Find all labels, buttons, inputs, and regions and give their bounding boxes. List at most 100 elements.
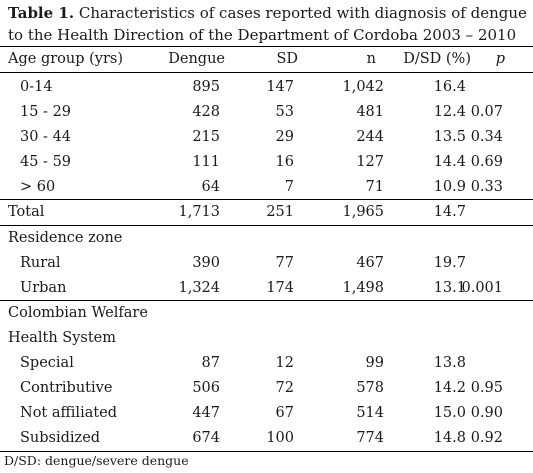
row-label: Colombian Welfare <box>8 305 148 321</box>
section-heading-residence: Residence zone <box>0 226 533 251</box>
cell-pct: 12.4 <box>433 104 466 120</box>
table-row: Rural 390 77 467 19.7 <box>0 251 533 276</box>
header-sd: SD <box>276 51 298 67</box>
cell-n: 467 <box>356 255 384 271</box>
header-dengue: Dengue <box>168 51 225 67</box>
row-label: Special <box>20 355 74 371</box>
cell-pct: 13.8 <box>433 355 466 371</box>
row-label: Residence zone <box>8 230 123 246</box>
table-caption-label: Table 1. <box>8 4 75 22</box>
section-rule <box>0 225 533 226</box>
table-row: Contributive 506 72 578 14.2 0.95 <box>0 376 533 401</box>
cell-pct: 15.0 <box>433 405 466 421</box>
table-row-total: Total 1,713 251 1,965 14.7 <box>0 200 533 225</box>
table-row: Not affiliated 447 67 514 15.0 0.90 <box>0 401 533 426</box>
row-label: Subsidized <box>20 430 101 446</box>
cell-pct: 14.8 <box>433 430 466 446</box>
cell-dengue: 64 <box>201 179 220 195</box>
cell-sd: 29 <box>275 129 294 145</box>
table-row: 30 - 44 215 29 244 13.5 0.34 <box>0 125 533 150</box>
header-n: n <box>366 51 376 67</box>
cell-dengue: 674 <box>192 430 220 446</box>
bottom-rule <box>0 451 533 452</box>
table-row: 15 - 29 428 53 481 12.4 0.07 <box>0 100 533 125</box>
table-caption: Table 1. Characteristics of cases report… <box>8 2 530 46</box>
cell-sd: 174 <box>266 280 294 296</box>
cell-pct: 14.2 <box>433 380 466 396</box>
cell-n: 481 <box>356 104 384 120</box>
section-heading-welfare: Colombian Welfare <box>0 301 533 326</box>
cell-dengue: 895 <box>192 79 220 95</box>
cell-p: 0.69 <box>470 154 503 170</box>
cell-pct: 19.7 <box>433 255 466 271</box>
cell-sd: 251 <box>266 204 294 220</box>
cell-p: 0.34 <box>470 129 503 145</box>
cell-dengue: 1,713 <box>178 204 220 220</box>
top-rule <box>0 46 533 47</box>
row-label: 0-14 <box>20 79 53 95</box>
table-row: Special 87 12 99 13.8 <box>0 351 533 376</box>
cell-pct: 14.4 <box>433 154 466 170</box>
row-label: 30 - 44 <box>20 129 72 145</box>
cell-n: 99 <box>365 355 384 371</box>
section-heading-welfare-cont: Health System <box>0 326 533 351</box>
cell-sd: 16 <box>275 154 294 170</box>
header-rule <box>0 72 533 73</box>
cell-dengue: 390 <box>192 255 220 271</box>
cell-n: 127 <box>356 154 384 170</box>
row-label: Contributive <box>20 380 113 396</box>
cell-n: 1,042 <box>342 79 384 95</box>
cell-n: 578 <box>356 380 384 396</box>
cell-sd: 53 <box>275 104 294 120</box>
cell-p: 0.90 <box>470 405 503 421</box>
row-label: Rural <box>20 255 61 271</box>
cell-pct: 13.5 <box>433 129 466 145</box>
cell-dengue: 87 <box>201 355 220 371</box>
cell-p: 0.33 <box>470 179 503 195</box>
cell-dengue: 506 <box>192 380 220 396</box>
cell-dengue: 215 <box>192 129 220 145</box>
cell-dengue: 428 <box>192 104 220 120</box>
header-age-group: Age group (yrs) <box>8 51 123 67</box>
cell-sd: 147 <box>266 79 294 95</box>
cell-n: 774 <box>356 430 384 446</box>
table-row: 0-14 895 147 1,042 16.4 <box>0 75 533 100</box>
cell-sd: 67 <box>275 405 294 421</box>
cell-n: 1,498 <box>342 280 384 296</box>
cell-n: 514 <box>356 405 384 421</box>
row-label: Health System <box>8 330 117 346</box>
cell-sd: 100 <box>266 430 294 446</box>
cell-sd: 72 <box>275 380 294 396</box>
cell-n: 244 <box>356 129 384 145</box>
cell-p: 0.07 <box>470 104 503 120</box>
cell-pct: 10.9 <box>433 179 466 195</box>
table-footnote: D/SD: dengue/severe dengue <box>4 453 189 468</box>
table-caption-text: Characteristics of cases reported with d… <box>8 4 527 44</box>
cell-pct: 14.7 <box>433 204 466 220</box>
cell-pct: 13.1 <box>433 280 466 296</box>
table-row: Subsidized 674 100 774 14.8 0.92 <box>0 426 533 451</box>
row-label: Urban <box>20 280 67 296</box>
cell-n: 71 <box>365 179 384 195</box>
cell-p: 0.001 <box>461 280 503 296</box>
cell-dengue: 111 <box>192 154 220 170</box>
total-rule <box>0 199 533 200</box>
table-row: 45 - 59 111 16 127 14.4 0.69 <box>0 150 533 175</box>
cell-p: 0.92 <box>470 430 503 446</box>
row-label: Total <box>8 204 45 220</box>
cell-pct: 16.4 <box>433 79 466 95</box>
row-label: 15 - 29 <box>20 104 72 120</box>
cell-dengue: 447 <box>192 405 220 421</box>
cell-dengue: 1,324 <box>178 280 220 296</box>
cell-sd: 7 <box>284 179 294 195</box>
table-row: > 60 64 7 71 10.9 0.33 <box>0 175 533 200</box>
table-header-row: Age group (yrs) Dengue SD n D/SD (%) p <box>0 47 533 72</box>
section-rule <box>0 300 533 301</box>
cell-p: 0.95 <box>470 380 503 396</box>
header-p: p <box>495 51 505 67</box>
row-label: > 60 <box>20 179 56 195</box>
header-dsd-percent: D/SD (%) <box>403 51 471 67</box>
cell-n: 1,965 <box>342 204 384 220</box>
row-label: 45 - 59 <box>20 154 72 170</box>
